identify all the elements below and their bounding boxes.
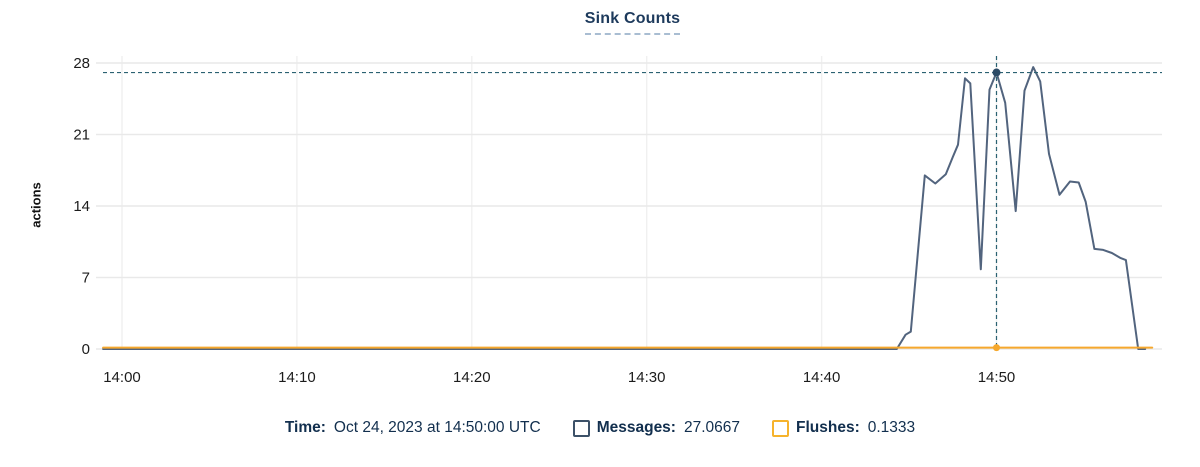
chart-title-row: Sink Counts bbox=[103, 10, 1162, 35]
legend-item-messages[interactable]: Messages: 27.0667 bbox=[572, 419, 740, 437]
x-tick-label: 14:50 bbox=[978, 369, 1016, 386]
series-line-messages bbox=[102, 66, 1147, 350]
tooltip-time: Time: Oct 24, 2023 at 14:50:00 UTC bbox=[285, 419, 541, 437]
y-tick-label: 0 bbox=[82, 341, 90, 358]
y-tick-label: 7 bbox=[82, 270, 90, 287]
tooltip-readout: Time: Oct 24, 2023 at 14:50:00 UTC Messa… bbox=[0, 419, 1200, 437]
flushes-label: Flushes: bbox=[796, 419, 860, 436]
y-tick-label: 14 bbox=[73, 198, 90, 215]
plot-area[interactable]: 14:00 14:10 14:20 14:30 14:40 14:50 0 7 14 21 28 bbox=[0, 0, 1200, 400]
flushes-value: 0.1333 bbox=[867, 419, 916, 436]
x-tick-label: 14:00 bbox=[103, 369, 141, 386]
flushes-hover-dot bbox=[993, 344, 1000, 352]
y-tick-label: 28 bbox=[73, 55, 90, 72]
x-tick-label: 14:30 bbox=[628, 369, 666, 386]
y-tick-label: 21 bbox=[73, 127, 90, 144]
messages-value: 27.0667 bbox=[683, 419, 740, 436]
tooltip-time-label: Time: bbox=[284, 419, 326, 436]
x-tick-label: 14:20 bbox=[453, 369, 491, 386]
x-tick-label: 14:40 bbox=[803, 369, 841, 386]
legend-item-flushes[interactable]: Flushes: 0.1333 bbox=[772, 419, 915, 437]
tooltip-time-value: Oct 24, 2023 at 14:50:00 UTC bbox=[333, 419, 541, 436]
messages-swatch-icon bbox=[572, 419, 590, 437]
chart-title[interactable]: Sink Counts bbox=[584, 10, 681, 35]
x-tick-label: 14:10 bbox=[278, 369, 316, 386]
messages-label: Messages: bbox=[596, 419, 676, 436]
flushes-swatch-icon bbox=[772, 419, 789, 437]
messages-hover-dot bbox=[992, 68, 1001, 77]
